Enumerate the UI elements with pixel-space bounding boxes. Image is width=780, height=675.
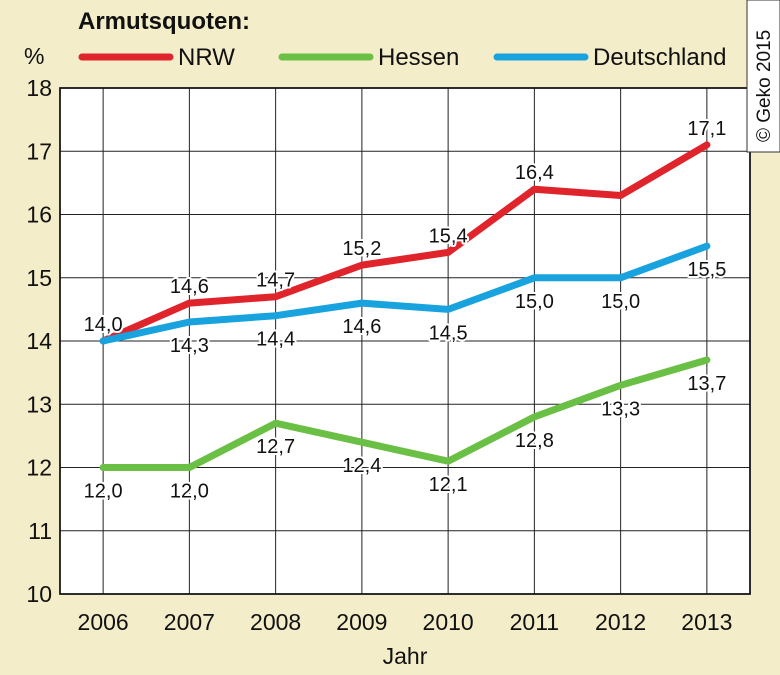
legend-label-deutschland: Deutschland <box>593 44 726 71</box>
legend: NRW Hessen Deutschland <box>78 44 726 71</box>
data-label-hessen: 12,4 <box>342 455 381 477</box>
data-label-nrw: 15,2 <box>342 238 381 260</box>
y-tick-label: 14 <box>26 328 52 354</box>
x-tick-label: 2009 <box>336 609 387 635</box>
series-line-deutschland <box>99 242 711 345</box>
data-label-hessen: 12,7 <box>256 436 295 458</box>
data-label-hessen: 13,7 <box>687 373 726 395</box>
legend-label-nrw: NRW <box>178 44 235 71</box>
series-line-hessen <box>99 356 711 471</box>
x-axis-label: Jahr <box>383 643 428 669</box>
data-label-nrw: 14,6 <box>170 276 209 298</box>
data-label-nrw: 14,0 <box>84 314 123 336</box>
x-tick-label: 2012 <box>595 609 646 635</box>
y-tick-label: 16 <box>26 202 52 228</box>
data-label-deutschland: 14,4 <box>256 329 295 351</box>
copyright-box <box>746 0 780 153</box>
y-axis-label: % <box>24 43 44 69</box>
data-label-nrw: 15,4 <box>429 225 468 247</box>
data-label-nrw: 14,7 <box>256 270 295 292</box>
x-tick-label: 2007 <box>164 609 215 635</box>
copyright-text: © Geko 2015 <box>754 30 775 142</box>
y-tick-label: 11 <box>28 518 52 544</box>
y-tick-label: 17 <box>26 138 52 164</box>
x-tick-label: 2006 <box>78 609 129 635</box>
data-label-deutschland: 15,0 <box>601 291 640 313</box>
y-tick-label: 12 <box>26 455 52 481</box>
series-lines <box>99 141 711 471</box>
series-line-nrw <box>99 141 711 345</box>
x-axis-ticks: 2006 2007 2008 2009 2010 2011 2012 2013 <box>78 609 733 635</box>
data-labels: 14,0 14,6 14,7 15,2 15,4 16,4 17,1 12,0 12,0 12,7… <box>82 116 729 505</box>
x-tick-label: 2008 <box>250 609 301 635</box>
x-tick-label: 2010 <box>423 609 474 635</box>
y-tick-label: 18 <box>26 75 52 101</box>
y-tick-label: 15 <box>26 265 52 291</box>
data-label-deutschland: 15,5 <box>687 259 726 281</box>
data-label-hessen: 12,0 <box>170 481 209 503</box>
data-label-nrw: 17,1 <box>687 118 726 140</box>
data-label-hessen: 13,3 <box>601 398 640 420</box>
y-tick-label: 13 <box>26 391 52 417</box>
chart-title: Armutsquoten: <box>78 8 250 35</box>
y-axis-ticks: 10 11 12 13 14 15 16 17 18 <box>26 75 52 607</box>
x-tick-label: 2013 <box>681 609 732 635</box>
legend-label-hessen: Hessen <box>378 44 459 71</box>
data-label-nrw: 16,4 <box>515 162 554 184</box>
data-label-hessen: 12,1 <box>429 474 468 496</box>
data-label-deutschland: 14,5 <box>429 322 468 344</box>
data-label-deutschland: 15,0 <box>515 291 554 313</box>
data-label-hessen: 12,0 <box>84 481 123 503</box>
plot-border <box>59 87 751 595</box>
data-label-hessen: 12,8 <box>515 430 554 452</box>
data-label-deutschland: 14,3 <box>170 335 209 357</box>
data-label-deutschland: 14,6 <box>342 316 381 338</box>
y-tick-label: 10 <box>26 581 52 607</box>
x-tick-label: 2011 <box>510 609 559 635</box>
